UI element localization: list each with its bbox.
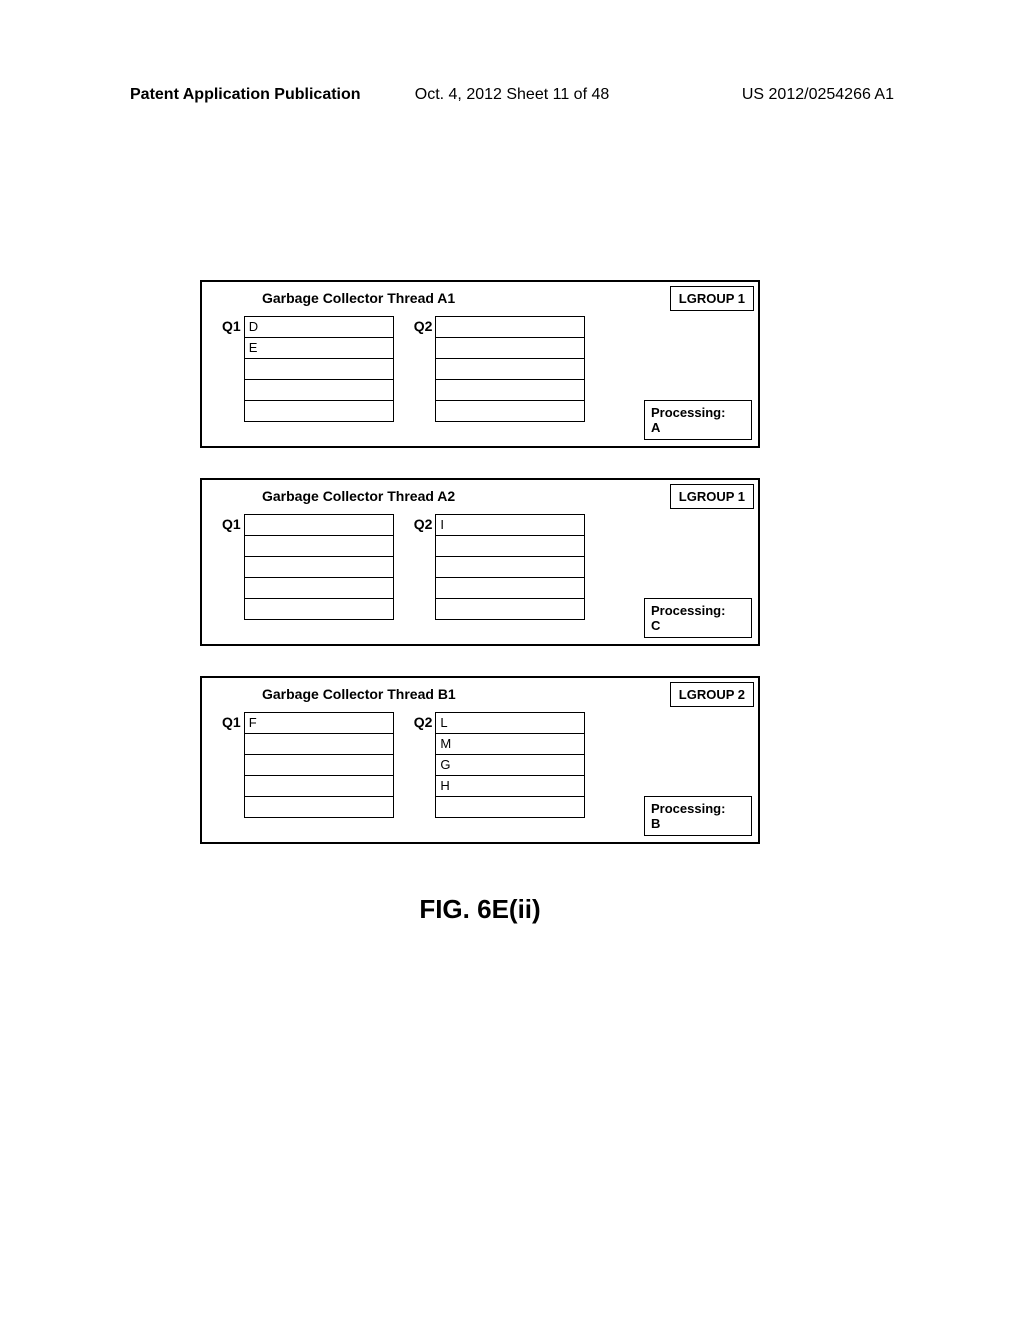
queue-cells-q1 — [244, 514, 394, 619]
queue-cell — [435, 556, 585, 578]
queue-cell — [244, 514, 394, 536]
processing-value: B — [651, 816, 745, 831]
queue-cell — [244, 577, 394, 599]
queue-cell — [244, 754, 394, 776]
queue-cell — [244, 379, 394, 401]
queue-cell: M — [435, 733, 585, 755]
queue-cell — [244, 598, 394, 620]
queue-cell — [244, 358, 394, 380]
queue-cell — [244, 796, 394, 818]
queue-cell — [435, 796, 585, 818]
queue-cells-q1: D E — [244, 316, 394, 421]
header-left: Patent Application Publication — [130, 86, 361, 104]
queue-q1: Q1 D E — [222, 316, 394, 421]
thread-box-a2: Garbage Collector Thread A2 LGROUP 1 Q1 … — [200, 478, 760, 646]
queue-q2: Q2 — [414, 316, 586, 421]
queue-label-q2: Q2 — [414, 316, 436, 334]
queue-cell — [244, 733, 394, 755]
queue-q1: Q1 F — [222, 712, 394, 817]
lgroup-badge: LGROUP 1 — [670, 484, 754, 509]
queue-cell: I — [435, 514, 585, 536]
queue-cell — [435, 379, 585, 401]
queue-cell: F — [244, 712, 394, 734]
processing-area: Processing: A — [644, 400, 752, 440]
queue-cell: E — [244, 337, 394, 359]
header-right: US 2012/0254266 A1 — [742, 86, 894, 104]
queue-cell — [435, 400, 585, 422]
queue-label-q1: Q1 — [222, 316, 244, 334]
queue-label-q1: Q1 — [222, 712, 244, 730]
queue-cell — [435, 358, 585, 380]
lgroup-badge: LGROUP 2 — [670, 682, 754, 707]
processing-area: Processing: C — [644, 598, 752, 638]
queue-q2: Q2 I — [414, 514, 586, 619]
queue-cell: L — [435, 712, 585, 734]
thread-box-b1: Garbage Collector Thread B1 LGROUP 2 Q1 … — [200, 676, 760, 844]
queue-cells-q2: I — [435, 514, 585, 619]
queue-cells-q2 — [435, 316, 585, 421]
processing-value: C — [651, 618, 745, 633]
processing-label: Processing: — [651, 801, 745, 816]
processing-area: Processing: B — [644, 796, 752, 836]
header-center: Oct. 4, 2012 Sheet 11 of 48 — [415, 86, 610, 104]
queue-cells-q1: F — [244, 712, 394, 817]
figure-caption: FIG. 6E(ii) — [200, 894, 760, 925]
page-header: Patent Application Publication Oct. 4, 2… — [0, 86, 1024, 104]
queue-cell — [244, 556, 394, 578]
processing-value: A — [651, 420, 745, 435]
processing-label: Processing: — [651, 603, 745, 618]
queue-label-q1: Q1 — [222, 514, 244, 532]
queue-cell — [244, 400, 394, 422]
queue-label-q2: Q2 — [414, 712, 436, 730]
queue-cell: H — [435, 775, 585, 797]
queue-cell — [244, 535, 394, 557]
queue-cells-q2: L M G H — [435, 712, 585, 817]
queue-q1: Q1 — [222, 514, 394, 619]
diagram-content: Garbage Collector Thread A1 LGROUP 1 Q1 … — [200, 280, 760, 925]
queue-cell — [435, 577, 585, 599]
queue-cell — [435, 316, 585, 338]
queue-q2: Q2 L M G H — [414, 712, 586, 817]
queue-cell — [435, 337, 585, 359]
processing-label: Processing: — [651, 405, 745, 420]
queue-cell: G — [435, 754, 585, 776]
queue-cell — [435, 535, 585, 557]
lgroup-badge: LGROUP 1 — [670, 286, 754, 311]
queue-cell — [435, 598, 585, 620]
thread-box-a1: Garbage Collector Thread A1 LGROUP 1 Q1 … — [200, 280, 760, 448]
queue-cell: D — [244, 316, 394, 338]
queue-cell — [244, 775, 394, 797]
queue-label-q2: Q2 — [414, 514, 436, 532]
